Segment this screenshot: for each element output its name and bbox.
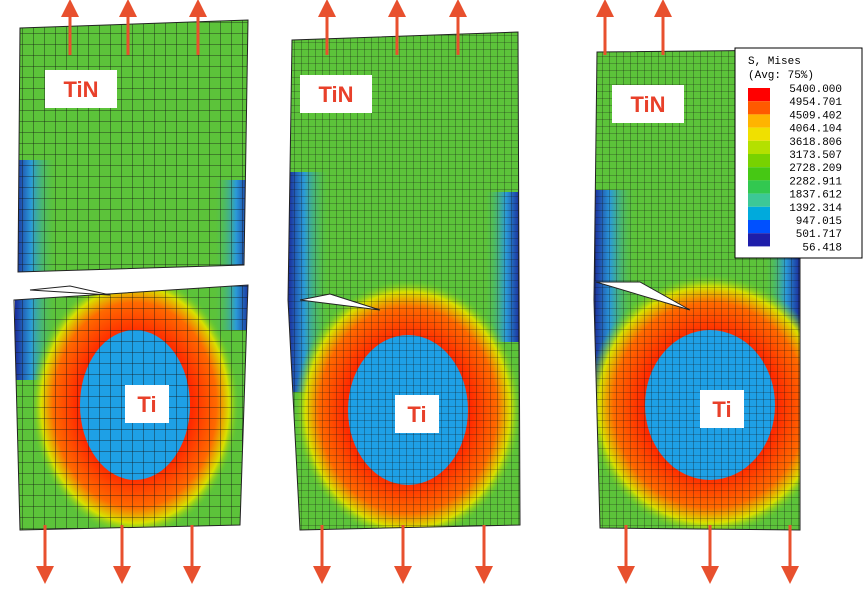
legend-swatch: [748, 140, 770, 154]
legend-swatch: [748, 88, 770, 102]
top-label: TiN: [630, 92, 665, 117]
label-box: [45, 70, 117, 108]
legend-value: 2728.209: [789, 163, 842, 175]
legend-value: 947.015: [796, 216, 842, 228]
outline: [13, 19, 249, 531]
legend-swatch: [748, 180, 770, 194]
label-box: [395, 395, 439, 433]
panel: TiN Ti: [593, 0, 801, 584]
body: [288, 32, 520, 530]
legend-swatch: [748, 127, 770, 141]
legend-value: 4509.402: [789, 110, 842, 122]
panels: TiN Ti TiN Ti TiN Ti: [13, 0, 801, 584]
legend-swatch: [748, 167, 770, 181]
panel: TiN Ti: [13, 0, 249, 584]
legend: S, Mises (Avg: 75%) 5400.0004954.7014509…: [734, 47, 863, 259]
core-label: Ti: [712, 397, 731, 422]
core-label: Ti: [137, 392, 156, 417]
label-box: [300, 75, 372, 113]
legend-swatch: [748, 154, 770, 168]
legend-value: 1392.314: [789, 203, 842, 215]
legend-value: 4954.701: [789, 97, 842, 109]
legend-value: 2282.911: [789, 176, 842, 188]
legend-subtitle: (Avg: 75%): [748, 70, 814, 82]
top-label: TiN: [63, 77, 98, 102]
legend-value: 3173.507: [789, 150, 842, 162]
label-box: [700, 390, 744, 428]
legend-swatch: [748, 101, 770, 115]
label-box: [612, 85, 684, 123]
legend-value: 1837.612: [789, 190, 842, 202]
panel: TiN Ti: [287, 0, 521, 584]
legend-value: 56.418: [802, 242, 842, 254]
crack: [29, 285, 111, 296]
outline: [287, 31, 521, 531]
legend-title: S, Mises: [748, 56, 801, 68]
legend-value: 4064.104: [789, 124, 842, 136]
legend-swatch: [748, 220, 770, 234]
mesh: [288, 32, 520, 530]
top-label: TiN: [318, 82, 353, 107]
crack: [595, 281, 691, 311]
legend-value: 501.717: [796, 229, 842, 241]
legend-swatch: [748, 114, 770, 128]
legend-value: 3618.806: [789, 137, 842, 149]
crack: [299, 293, 381, 311]
legend-swatch: [748, 193, 770, 207]
label-box: [125, 385, 169, 423]
core-label: Ti: [407, 402, 426, 427]
legend-swatch: [748, 206, 770, 220]
legend-swatch: [748, 233, 770, 247]
legend-value: 5400.000: [789, 84, 842, 96]
